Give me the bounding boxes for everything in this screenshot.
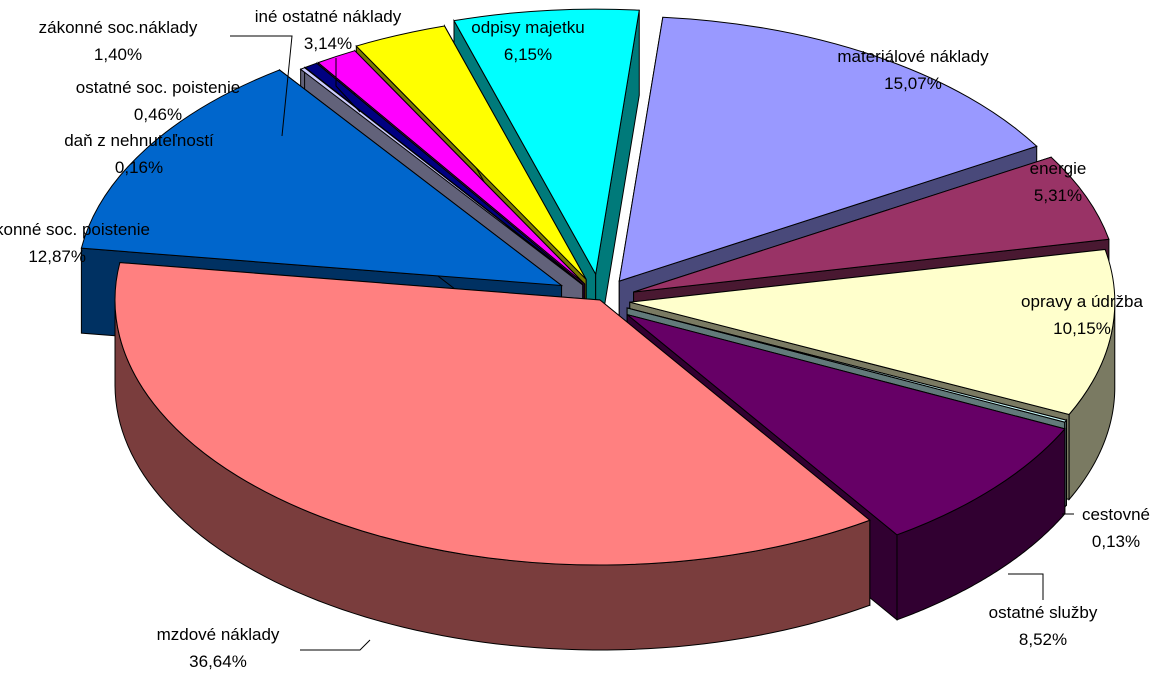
label-mzdove-naklady: mzdové náklady — [157, 625, 280, 644]
value-opravy-a-udrzba: 10,15% — [1053, 319, 1111, 338]
slice-opravy-a-udrzba-top — [629, 248, 1116, 416]
value-dan-z-nehnutelnosti: 0,16% — [115, 158, 163, 177]
label-dan-z-nehnutelnosti: daň z nehnuteľností — [64, 131, 214, 150]
label-energie: energie — [1030, 159, 1087, 178]
slice-ine-ostatne-naklady-top — [355, 25, 587, 280]
leader-lines — [230, 35, 1074, 651]
slice-labels: materiálové náklady 15,07% energie 5,31%… — [0, 7, 1150, 671]
value-odpisy-majetku: 6,15% — [504, 45, 552, 64]
slice-dan-z-nehnutelnosti-top — [299, 67, 583, 286]
leader-mzdove-naklady — [300, 639, 371, 651]
label-odpisy-majetku: odpisy majetku — [471, 18, 584, 37]
label-ine-ostatne-naklady: iné ostatné náklady — [255, 7, 402, 26]
slice-mzdove-naklady-top — [114, 262, 871, 566]
label-opravy-a-udrzba: opravy a údržba — [1021, 292, 1143, 311]
label-zakonne-soc-poistenie: zákonné soc. poistenie — [0, 220, 150, 239]
slice-materialove-naklady-top — [618, 16, 1038, 282]
label-cestovne: cestovné — [1082, 505, 1150, 524]
value-mzdove-naklady: 36,64% — [189, 652, 247, 671]
slice-ostatne-sluzby-top — [626, 314, 1066, 536]
value-zakonne-soc-naklady: 1,40% — [94, 45, 142, 64]
label-ostatne-soc-poistenie: ostatné soc. poistenie — [76, 78, 240, 97]
value-zakonne-soc-poistenie: 12,87% — [28, 247, 86, 266]
pie-slices — [80, 8, 1116, 651]
slice-mzdove-naklady — [114, 262, 871, 651]
slice-odpisy-majetku-top — [453, 8, 640, 276]
value-ine-ostatne-naklady: 3,14% — [304, 34, 352, 53]
label-materialove-naklady: materiálové náklady — [837, 47, 989, 66]
slice-cestovne-top — [626, 307, 1068, 423]
slice-zakonne-soc-naklady-top — [317, 50, 585, 285]
value-energie: 5,31% — [1034, 186, 1082, 205]
value-cestovne: 0,13% — [1092, 532, 1140, 551]
slice-energie-top — [633, 156, 1110, 293]
leader-zakonne-soc-naklady — [230, 35, 293, 137]
value-ostatne-sluzby: 8,52% — [1019, 630, 1067, 649]
label-zakonne-soc-naklady: zákonné soc.náklady — [39, 18, 198, 37]
value-ostatne-soc-poistenie: 0,46% — [134, 105, 182, 124]
slice-zakonne-soc-poistenie-top — [80, 69, 564, 287]
label-ostatne-sluzby: ostatné služby — [989, 603, 1098, 622]
leader-ostatne-sluzby — [1008, 573, 1044, 600]
value-materialove-naklady: 15,07% — [884, 74, 942, 93]
leader-ine-ostatne-naklady — [335, 58, 361, 113]
